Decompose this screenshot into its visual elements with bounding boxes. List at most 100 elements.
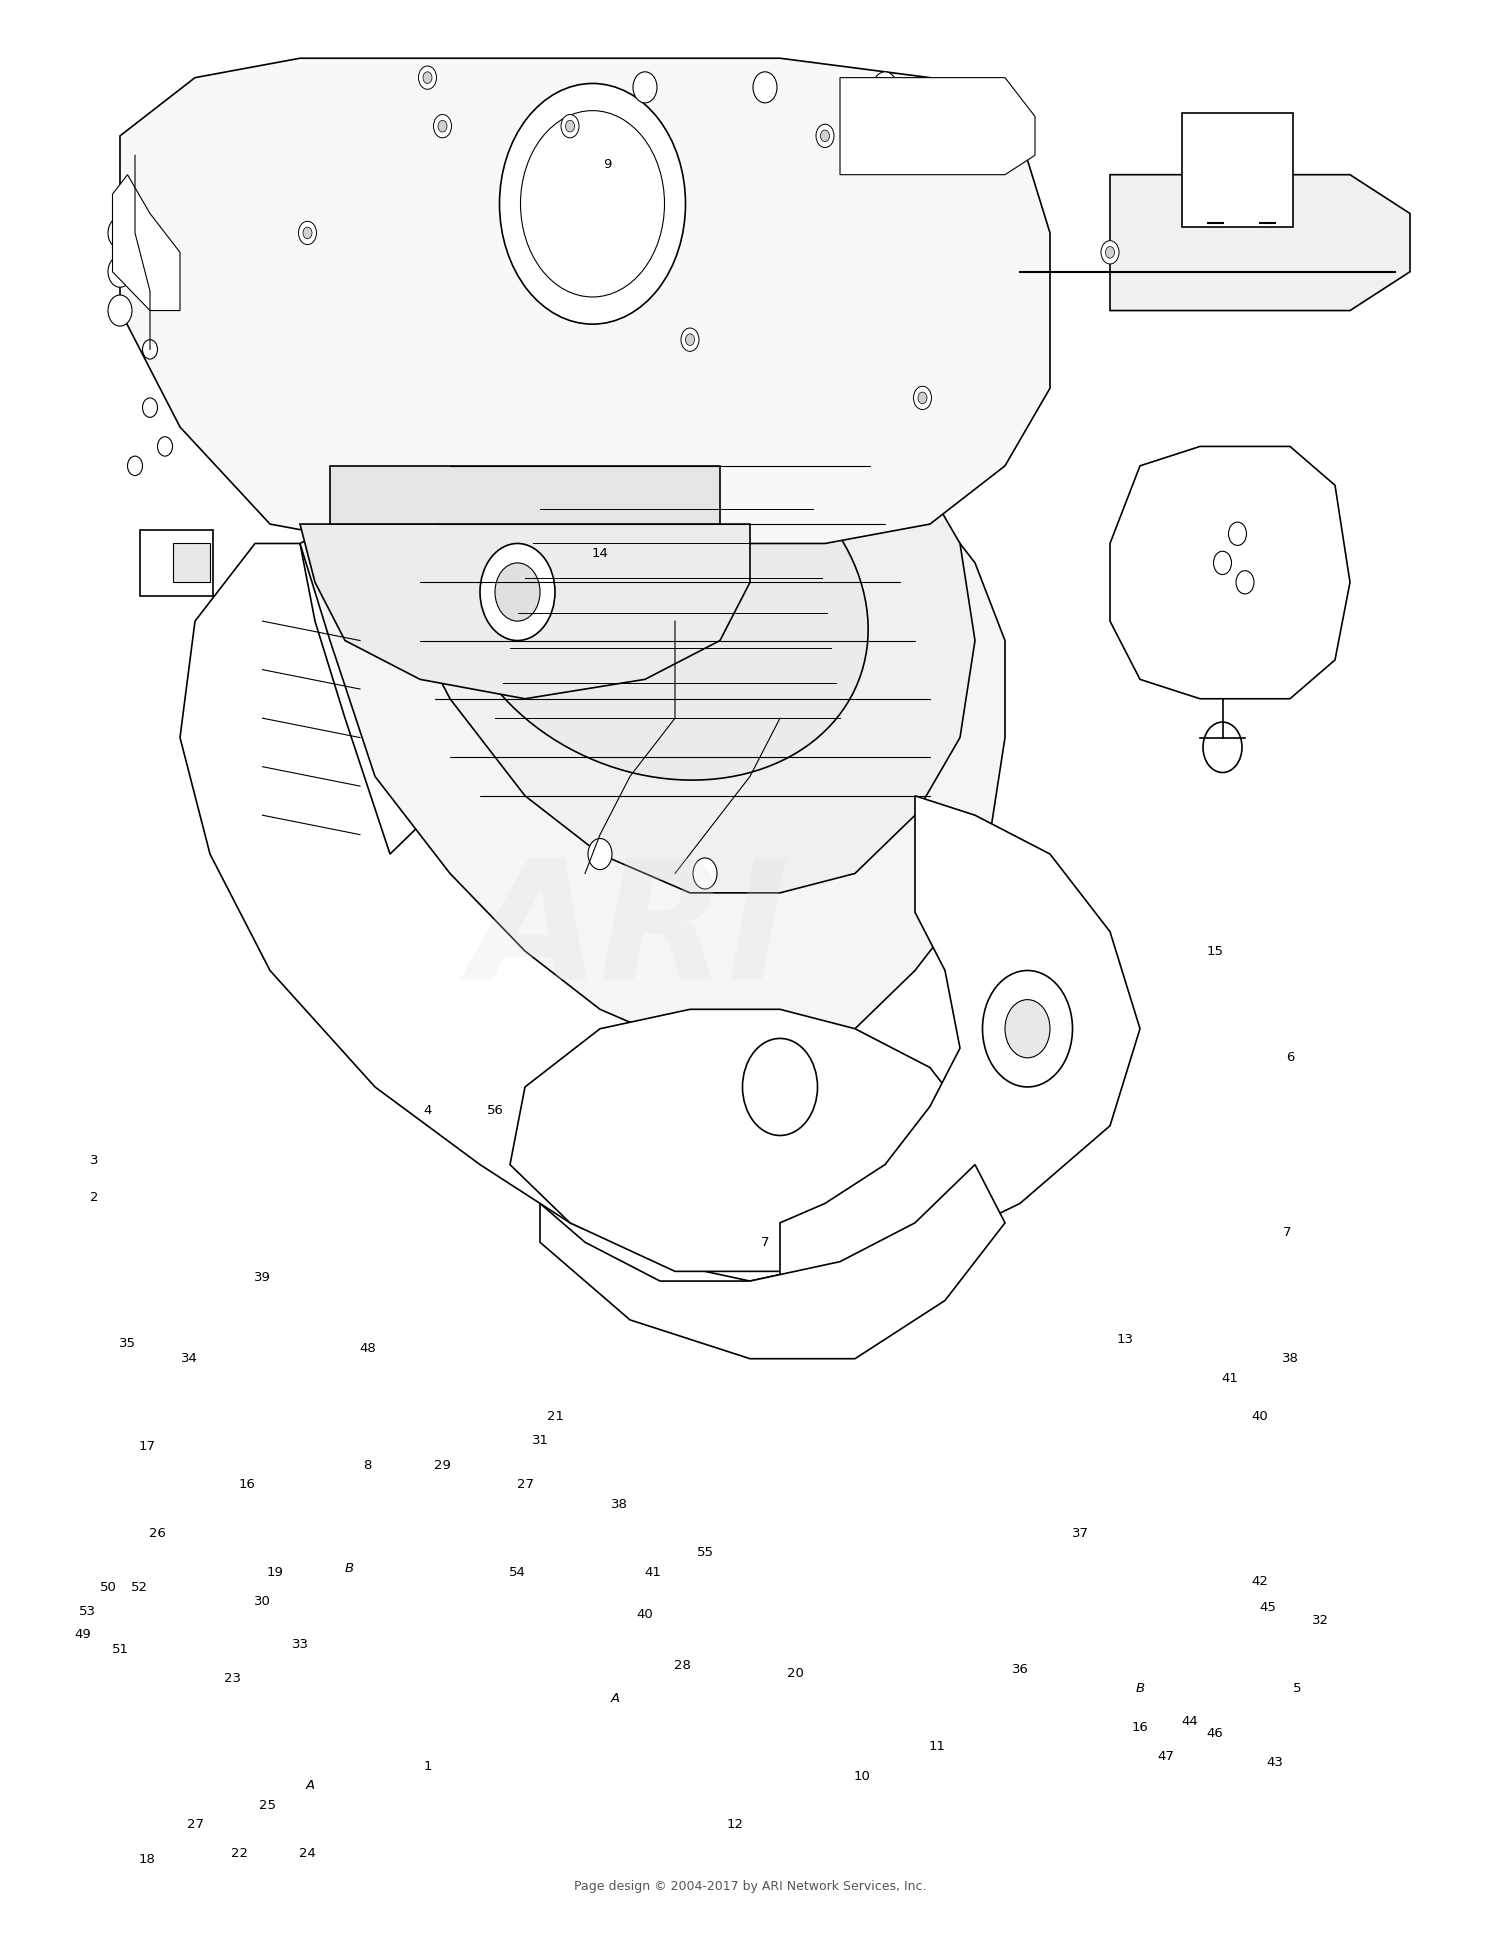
- Circle shape: [419, 66, 436, 89]
- Text: 34: 34: [180, 1353, 198, 1365]
- Circle shape: [128, 456, 142, 476]
- Text: A: A: [610, 1693, 620, 1704]
- Circle shape: [433, 115, 451, 138]
- Text: 47: 47: [1156, 1751, 1174, 1762]
- Text: 24: 24: [298, 1848, 316, 1859]
- Text: 22: 22: [231, 1848, 249, 1859]
- Circle shape: [500, 83, 686, 324]
- PathPatch shape: [780, 796, 1140, 1281]
- Text: 55: 55: [696, 1547, 714, 1559]
- Text: 38: 38: [610, 1498, 628, 1510]
- Circle shape: [1203, 722, 1242, 773]
- Text: 48: 48: [358, 1343, 376, 1355]
- Text: 7: 7: [760, 1236, 770, 1248]
- FancyBboxPatch shape: [140, 530, 213, 596]
- Circle shape: [918, 392, 927, 404]
- Text: 8: 8: [363, 1460, 372, 1471]
- Circle shape: [914, 386, 932, 410]
- Text: 19: 19: [266, 1566, 284, 1578]
- Text: 56: 56: [486, 1104, 504, 1116]
- Text: 29: 29: [433, 1460, 451, 1471]
- Text: 5: 5: [1293, 1683, 1302, 1694]
- Text: Page design © 2004-2017 by ARI Network Services, Inc.: Page design © 2004-2017 by ARI Network S…: [573, 1881, 926, 1892]
- Circle shape: [142, 398, 158, 417]
- Text: 1: 1: [423, 1760, 432, 1772]
- Text: 46: 46: [1206, 1727, 1224, 1739]
- Circle shape: [495, 563, 540, 621]
- Text: 50: 50: [99, 1582, 117, 1594]
- Circle shape: [108, 217, 132, 248]
- Text: 9: 9: [603, 159, 612, 171]
- Ellipse shape: [452, 423, 868, 780]
- Circle shape: [633, 72, 657, 103]
- Circle shape: [303, 227, 312, 239]
- Text: 41: 41: [1221, 1372, 1239, 1384]
- Text: B: B: [345, 1563, 354, 1574]
- Text: 2: 2: [90, 1192, 99, 1203]
- Text: 26: 26: [148, 1528, 166, 1539]
- Circle shape: [873, 72, 897, 103]
- Circle shape: [816, 124, 834, 148]
- Circle shape: [298, 221, 316, 245]
- Text: 14: 14: [591, 547, 609, 559]
- Circle shape: [686, 334, 694, 345]
- FancyBboxPatch shape: [172, 543, 210, 582]
- Text: 31: 31: [531, 1434, 549, 1446]
- Text: 7: 7: [1282, 1227, 1292, 1238]
- Text: 38: 38: [1281, 1353, 1299, 1365]
- Text: 21: 21: [546, 1411, 564, 1423]
- Text: 52: 52: [130, 1582, 148, 1594]
- Text: 12: 12: [726, 1819, 744, 1830]
- Text: 49: 49: [74, 1628, 92, 1640]
- Text: 17: 17: [138, 1440, 156, 1452]
- Circle shape: [158, 437, 172, 456]
- Circle shape: [1236, 571, 1254, 594]
- Circle shape: [693, 858, 717, 889]
- Text: 54: 54: [509, 1566, 526, 1578]
- Text: 43: 43: [1266, 1757, 1284, 1768]
- Circle shape: [1214, 551, 1231, 575]
- Circle shape: [142, 340, 158, 359]
- Circle shape: [742, 1038, 818, 1135]
- Text: 3: 3: [90, 1155, 99, 1167]
- Text: 44: 44: [1180, 1716, 1198, 1727]
- PathPatch shape: [1110, 175, 1410, 311]
- Text: 32: 32: [1311, 1615, 1329, 1627]
- PathPatch shape: [345, 369, 975, 893]
- PathPatch shape: [1110, 446, 1350, 699]
- PathPatch shape: [180, 543, 1020, 1281]
- Text: 27: 27: [516, 1479, 534, 1491]
- Circle shape: [1228, 522, 1246, 545]
- Text: 37: 37: [1071, 1528, 1089, 1539]
- PathPatch shape: [300, 524, 750, 699]
- Text: 16: 16: [1131, 1722, 1149, 1733]
- Text: 4: 4: [423, 1104, 432, 1116]
- Circle shape: [480, 543, 555, 641]
- Text: 53: 53: [78, 1605, 96, 1617]
- Circle shape: [561, 115, 579, 138]
- Text: 25: 25: [258, 1799, 276, 1811]
- PathPatch shape: [120, 58, 1050, 543]
- Circle shape: [1101, 241, 1119, 264]
- Text: 16: 16: [238, 1479, 256, 1491]
- Text: 35: 35: [118, 1337, 136, 1349]
- Text: 6: 6: [1286, 1052, 1294, 1064]
- Text: 45: 45: [1258, 1601, 1276, 1613]
- Circle shape: [821, 130, 830, 142]
- Circle shape: [753, 72, 777, 103]
- Circle shape: [108, 256, 132, 287]
- Circle shape: [108, 295, 132, 326]
- PathPatch shape: [510, 1009, 975, 1271]
- Text: 36: 36: [1011, 1663, 1029, 1675]
- Circle shape: [681, 328, 699, 351]
- PathPatch shape: [540, 1165, 1005, 1359]
- PathPatch shape: [300, 427, 1005, 1048]
- Text: A: A: [306, 1780, 315, 1792]
- Text: 10: 10: [853, 1770, 871, 1782]
- Circle shape: [1106, 247, 1114, 258]
- Text: 23: 23: [224, 1673, 242, 1685]
- Text: 41: 41: [644, 1566, 662, 1578]
- Circle shape: [982, 970, 1072, 1087]
- Text: 42: 42: [1251, 1576, 1269, 1588]
- PathPatch shape: [330, 466, 720, 524]
